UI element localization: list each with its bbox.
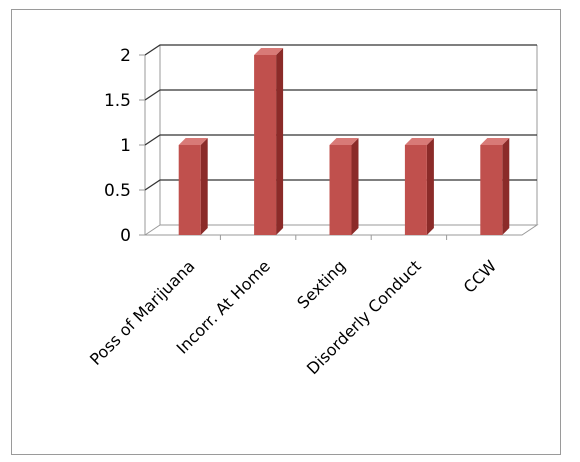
bar-side-face <box>276 48 284 235</box>
y-tick-label: 0 <box>120 226 131 246</box>
bar <box>480 138 510 235</box>
bar-side-face <box>502 138 510 235</box>
y-tick-label: 2 <box>120 46 131 66</box>
bar-front-face <box>480 145 503 235</box>
y-tick-label: 0.5 <box>104 181 131 201</box>
gridline <box>144 134 537 146</box>
chart-floor <box>143 224 539 236</box>
bar-front-face <box>404 145 427 235</box>
bar-top-face <box>329 138 359 145</box>
bar <box>254 48 284 235</box>
bars <box>178 48 510 235</box>
bar <box>178 138 208 235</box>
x-tick-label: CCW <box>460 256 501 297</box>
bar-top-face <box>404 138 434 145</box>
bar-top-face <box>178 138 208 145</box>
bar-side-face <box>351 138 359 235</box>
y-tick-label: 1 <box>120 136 131 156</box>
bar-front-face <box>329 145 352 235</box>
bar-front-face <box>254 55 277 235</box>
gridline <box>144 44 537 56</box>
bar <box>329 138 359 235</box>
gridline <box>144 89 537 101</box>
x-tick-label: Sexting <box>293 256 349 312</box>
bar-top-face <box>480 138 510 145</box>
bar-front-face <box>178 145 201 235</box>
bar-side-face <box>426 138 434 235</box>
y-axis-ticks: 0 0.5 1 1.5 2 <box>104 46 131 246</box>
bar-side-face <box>200 138 208 235</box>
y-tick-label: 1.5 <box>104 91 131 111</box>
bar <box>404 138 434 235</box>
chart-frame <box>11 9 561 455</box>
bar-top-face <box>254 48 284 55</box>
